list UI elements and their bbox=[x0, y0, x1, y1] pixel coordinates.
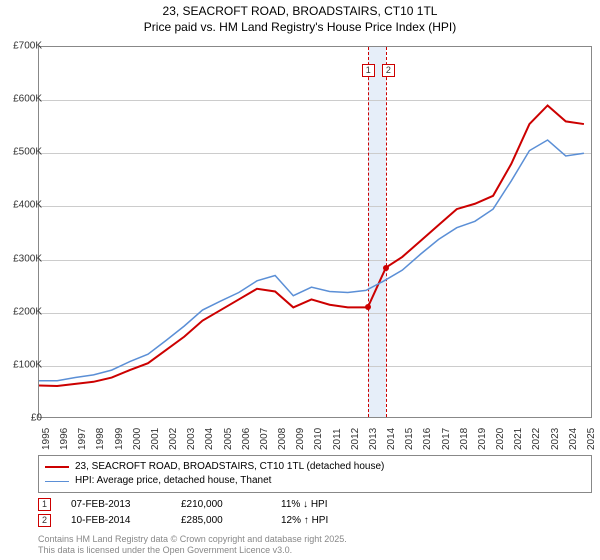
x-tick-label: 1999 bbox=[114, 428, 125, 450]
chart-container: 23, SEACROFT ROAD, BROADSTAIRS, CT10 1TL… bbox=[0, 0, 600, 560]
sales-table: 1 07-FEB-2013 £210,000 11% ↓ HPI 2 10-FEB-201… bbox=[38, 496, 341, 528]
x-tick-label: 2013 bbox=[368, 428, 379, 450]
sale-row: 1 07-FEB-2013 £210,000 11% ↓ HPI bbox=[38, 496, 341, 512]
x-tick-label: 2016 bbox=[422, 428, 433, 450]
series-price_paid bbox=[39, 105, 584, 386]
x-tick-label: 2018 bbox=[459, 428, 470, 450]
x-tick-label: 2017 bbox=[441, 428, 452, 450]
series-hpi bbox=[39, 140, 584, 381]
x-tick-label: 2020 bbox=[495, 428, 506, 450]
sale-marker-box: 1 bbox=[362, 64, 375, 77]
x-tick-label: 2012 bbox=[350, 428, 361, 450]
y-tick-label: £400K bbox=[2, 200, 42, 211]
x-tick-label: 2024 bbox=[568, 428, 579, 450]
sale-row: 2 10-FEB-2014 £285,000 12% ↑ HPI bbox=[38, 512, 341, 528]
sale-dot bbox=[383, 265, 389, 271]
x-tick-label: 2023 bbox=[550, 428, 561, 450]
legend-row: 23, SEACROFT ROAD, BROADSTAIRS, CT10 1TL… bbox=[45, 460, 585, 474]
x-tick-label: 2015 bbox=[404, 428, 415, 450]
x-tick-label: 2025 bbox=[586, 428, 597, 450]
x-tick-label: 1998 bbox=[95, 428, 106, 450]
legend-row: HPI: Average price, detached house, Than… bbox=[45, 474, 585, 488]
x-tick-label: 2010 bbox=[313, 428, 324, 450]
x-tick-label: 2021 bbox=[513, 428, 524, 450]
sale-row-marker: 1 bbox=[38, 498, 51, 511]
sale-price: £210,000 bbox=[181, 499, 261, 510]
x-tick-label: 2011 bbox=[332, 428, 343, 450]
footnote-line1: Contains HM Land Registry data © Crown c… bbox=[38, 534, 347, 545]
legend-swatch bbox=[45, 466, 69, 468]
chart-plot-area: 12 bbox=[38, 46, 592, 418]
title-address: 23, SEACROFT ROAD, BROADSTAIRS, CT10 1TL bbox=[0, 4, 600, 20]
x-tick-label: 1996 bbox=[59, 428, 70, 450]
legend: 23, SEACROFT ROAD, BROADSTAIRS, CT10 1TL… bbox=[38, 455, 592, 493]
y-tick-label: £500K bbox=[2, 147, 42, 158]
sale-price: £285,000 bbox=[181, 515, 261, 526]
sale-date: 07-FEB-2013 bbox=[71, 499, 161, 510]
sale-pct: 11% ↓ HPI bbox=[281, 499, 341, 510]
title-block: 23, SEACROFT ROAD, BROADSTAIRS, CT10 1TL… bbox=[0, 0, 600, 35]
y-tick-label: £600K bbox=[2, 94, 42, 105]
legend-label: HPI: Average price, detached house, Than… bbox=[75, 474, 271, 488]
x-tick-label: 2005 bbox=[223, 428, 234, 450]
sale-dot bbox=[365, 304, 371, 310]
sale-pct: 12% ↑ HPI bbox=[281, 515, 341, 526]
sale-date: 10-FEB-2014 bbox=[71, 515, 161, 526]
footnote-line2: This data is licensed under the Open Gov… bbox=[38, 545, 347, 556]
sale-row-marker: 2 bbox=[38, 514, 51, 527]
x-tick-label: 2003 bbox=[186, 428, 197, 450]
legend-swatch bbox=[45, 481, 69, 482]
y-tick-label: £200K bbox=[2, 306, 42, 317]
sale-marker-box: 2 bbox=[382, 64, 395, 77]
x-tick-label: 2006 bbox=[241, 428, 252, 450]
x-tick-label: 2004 bbox=[204, 428, 215, 450]
x-tick-label: 1995 bbox=[41, 428, 52, 450]
x-tick-label: 1997 bbox=[77, 428, 88, 450]
x-tick-label: 2001 bbox=[150, 428, 161, 450]
y-tick-label: £700K bbox=[2, 41, 42, 52]
x-tick-label: 2008 bbox=[277, 428, 288, 450]
x-tick-label: 2019 bbox=[477, 428, 488, 450]
y-tick-label: £0 bbox=[2, 413, 42, 424]
legend-label: 23, SEACROFT ROAD, BROADSTAIRS, CT10 1TL… bbox=[75, 460, 384, 474]
footnote: Contains HM Land Registry data © Crown c… bbox=[38, 534, 347, 556]
x-tick-label: 2009 bbox=[295, 428, 306, 450]
x-tick-label: 2000 bbox=[132, 428, 143, 450]
x-tick-label: 2002 bbox=[168, 428, 179, 450]
y-tick-label: £100K bbox=[2, 359, 42, 370]
y-tick-label: £300K bbox=[2, 253, 42, 264]
x-tick-label: 2022 bbox=[531, 428, 542, 450]
title-subtitle: Price paid vs. HM Land Registry's House … bbox=[0, 20, 600, 36]
x-tick-label: 2014 bbox=[386, 428, 397, 450]
x-tick-label: 2007 bbox=[259, 428, 270, 450]
series-svg bbox=[39, 47, 593, 419]
